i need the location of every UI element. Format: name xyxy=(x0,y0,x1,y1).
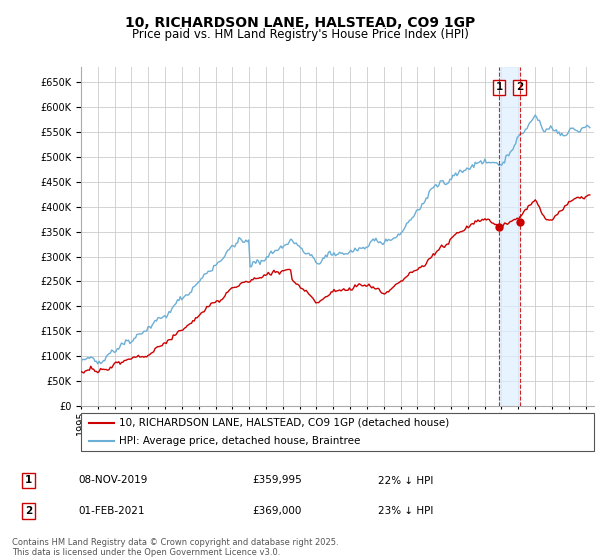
Text: 22% ↓ HPI: 22% ↓ HPI xyxy=(378,475,433,486)
Text: 01-FEB-2021: 01-FEB-2021 xyxy=(78,506,145,516)
Bar xyxy=(499,67,520,406)
Text: £359,995: £359,995 xyxy=(252,475,302,486)
Text: Contains HM Land Registry data © Crown copyright and database right 2025.
This d: Contains HM Land Registry data © Crown c… xyxy=(12,538,338,557)
Text: 10, RICHARDSON LANE, HALSTEAD, CO9 1GP (detached house): 10, RICHARDSON LANE, HALSTEAD, CO9 1GP (… xyxy=(119,418,450,428)
Text: Price paid vs. HM Land Registry's House Price Index (HPI): Price paid vs. HM Land Registry's House … xyxy=(131,28,469,41)
Text: 1: 1 xyxy=(25,475,32,486)
Text: 08-NOV-2019: 08-NOV-2019 xyxy=(78,475,148,486)
Text: 10, RICHARDSON LANE, HALSTEAD, CO9 1GP: 10, RICHARDSON LANE, HALSTEAD, CO9 1GP xyxy=(125,16,475,30)
Text: 1: 1 xyxy=(496,82,503,92)
Text: 23% ↓ HPI: 23% ↓ HPI xyxy=(378,506,433,516)
FancyBboxPatch shape xyxy=(81,413,594,451)
Text: 2: 2 xyxy=(516,82,523,92)
Text: HPI: Average price, detached house, Braintree: HPI: Average price, detached house, Brai… xyxy=(119,436,361,446)
Text: 2: 2 xyxy=(25,506,32,516)
Text: £369,000: £369,000 xyxy=(252,506,301,516)
